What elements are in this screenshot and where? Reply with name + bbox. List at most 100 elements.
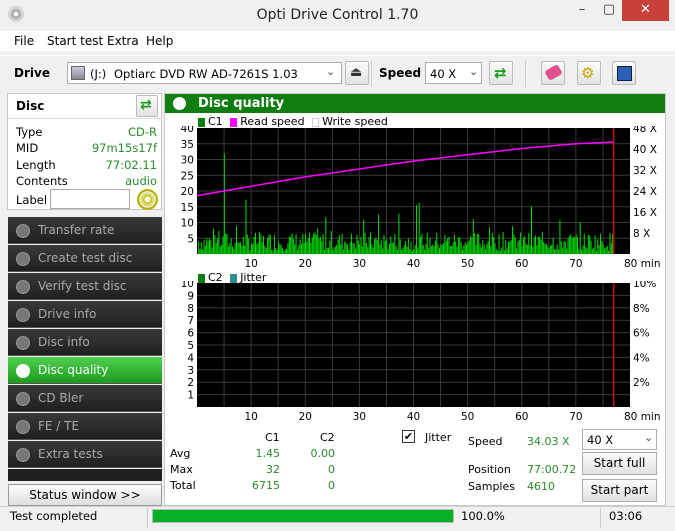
fe-te-icon bbox=[16, 420, 30, 434]
maximize-button[interactable]: ▢ bbox=[602, 2, 616, 17]
eject-button[interactable]: ⏏ bbox=[345, 61, 369, 85]
start-full-button[interactable]: Start full bbox=[582, 452, 657, 475]
refresh-button[interactable]: ⇄ bbox=[489, 61, 513, 85]
position-label: Position bbox=[468, 463, 511, 476]
save-button[interactable] bbox=[612, 61, 636, 85]
disc-type-value: CD-R bbox=[127, 125, 157, 139]
x-tick-label: 40 bbox=[407, 411, 420, 421]
write-speed-swatch bbox=[312, 117, 320, 127]
test-speed-value: 40 X bbox=[587, 433, 614, 447]
disc-label-input[interactable] bbox=[50, 189, 130, 209]
close-button[interactable]: ✕ bbox=[622, 0, 669, 21]
y-right-tick-label: 8 X bbox=[633, 228, 650, 240]
refresh-icon: ⇄ bbox=[494, 64, 507, 82]
erase-button[interactable] bbox=[541, 61, 565, 85]
cd-bler-icon bbox=[16, 392, 30, 406]
drive-label: Drive bbox=[14, 66, 50, 80]
sidebar-item-disc-info[interactable]: Disc info bbox=[8, 329, 162, 356]
sidebar-label: CD Bler bbox=[38, 391, 84, 405]
chevron-down-icon: ⌄ bbox=[326, 65, 336, 78]
sidebar-label: Disc info bbox=[38, 335, 90, 349]
sidebar-label: Disc quality bbox=[38, 363, 109, 377]
y-tick-label: 1 bbox=[187, 390, 194, 402]
y-tick-label: 20 bbox=[181, 186, 194, 198]
menu-start-test[interactable]: Start test bbox=[47, 34, 104, 48]
verify-disc-icon bbox=[16, 280, 30, 294]
sidebar-item-cd-bler[interactable]: CD Bler bbox=[8, 385, 162, 412]
speed-value: 40 X bbox=[430, 67, 457, 81]
x-tick-label: 70 bbox=[569, 258, 582, 270]
c1-chart: 5 10 15 20 25 30 35 40 8 X 16 X 24 X 32 X 40 X 48 X 10… bbox=[181, 126, 661, 270]
stats-avg-key: Avg bbox=[170, 447, 191, 460]
sidebar-label: Transfer rate bbox=[38, 223, 115, 237]
drive-icon bbox=[71, 66, 85, 80]
sidebar-filler bbox=[8, 469, 162, 481]
speed-label: Speed bbox=[379, 66, 422, 80]
app-icon bbox=[8, 6, 24, 22]
samples-label: Samples bbox=[468, 480, 515, 493]
sidebar-label: Drive info bbox=[38, 307, 97, 321]
y-tick-label: 7 bbox=[187, 315, 194, 327]
sidebar-item-transfer-rate[interactable]: Transfer rate bbox=[8, 217, 162, 244]
y-tick-label: 9 bbox=[187, 290, 194, 302]
minimize-button[interactable]: – bbox=[578, 2, 586, 17]
y-right-tick-label: 32 X bbox=[633, 165, 657, 177]
y-right-tick-label: 2% bbox=[633, 377, 650, 389]
progress-fill bbox=[153, 510, 453, 522]
stats-col-c1: C1 bbox=[265, 431, 280, 444]
y-tick-label: 10 bbox=[181, 218, 194, 230]
sidebar-item-create-test-disc[interactable]: Create test disc bbox=[8, 245, 162, 272]
x-tick-label: 80 min bbox=[624, 258, 661, 270]
eraser-icon bbox=[544, 63, 563, 82]
disc-refresh-button[interactable]: ⇄ bbox=[136, 95, 158, 117]
y-tick-label: 4 bbox=[187, 352, 194, 364]
speed-select[interactable]: 40 X ⌄ bbox=[425, 62, 482, 84]
c2-swatch bbox=[198, 273, 205, 283]
jitter-checkbox[interactable]: ✔ bbox=[402, 430, 415, 443]
sidebar-item-extra-tests[interactable]: Extra tests bbox=[8, 441, 162, 468]
floppy-icon bbox=[617, 66, 632, 81]
disc-header: Disc bbox=[16, 99, 45, 113]
legend-c2: C2 bbox=[208, 271, 223, 284]
y-tick-label: 10 bbox=[181, 281, 194, 290]
legend-jitter: Jitter bbox=[240, 271, 267, 284]
status-window-button[interactable]: Status window >> bbox=[8, 484, 162, 506]
sidebar-item-disc-quality[interactable]: Disc quality bbox=[8, 357, 162, 384]
menu-file[interactable]: File bbox=[14, 34, 35, 48]
divider bbox=[8, 118, 161, 119]
disc-info-icon bbox=[16, 336, 30, 350]
y-tick-label: 25 bbox=[181, 170, 194, 182]
menu-extra[interactable]: Extra bbox=[107, 34, 139, 48]
disc-label-icon[interactable] bbox=[137, 189, 158, 210]
sidebar-item-fe-te[interactable]: FE / TE bbox=[8, 413, 162, 440]
stats-total-c2: 0 bbox=[328, 479, 335, 492]
disc-type-key: Type bbox=[16, 125, 43, 139]
drive-info-icon bbox=[16, 308, 30, 322]
sidebar-label: Extra tests bbox=[38, 447, 103, 461]
samples-value: 4610 bbox=[527, 480, 555, 493]
y-tick-label: 2 bbox=[187, 377, 194, 389]
stats-max-c1: 32 bbox=[266, 463, 280, 476]
y-tick-label: 30 bbox=[181, 155, 194, 167]
start-part-button[interactable]: Start part bbox=[582, 479, 657, 502]
y-tick-label: 40 bbox=[181, 126, 194, 135]
menu-help[interactable]: Help bbox=[146, 34, 174, 48]
sidebar-item-verify-test-disc[interactable]: Verify test disc bbox=[8, 273, 162, 300]
y-tick-label: 6 bbox=[187, 328, 194, 340]
stats-avg-c1: 1.45 bbox=[255, 447, 281, 460]
refresh-icon: ⇄ bbox=[140, 97, 152, 113]
x-tick-label: 20 bbox=[299, 411, 312, 421]
y-tick-label: 35 bbox=[181, 139, 194, 151]
x-tick-label: 30 bbox=[353, 411, 366, 421]
settings-button[interactable]: ⚙ bbox=[577, 61, 601, 85]
disc-contents-key: Contents bbox=[16, 174, 68, 188]
drive-select[interactable]: (J:) Optiarc DVD RW AD-7261S 1.03 ⌄ bbox=[67, 62, 342, 84]
sidebar-item-drive-info[interactable]: Drive info bbox=[8, 301, 162, 328]
status-text: Test completed bbox=[10, 509, 98, 523]
y-right-tick-label: 24 X bbox=[633, 186, 657, 198]
test-speed-select[interactable]: 40 X ⌄ bbox=[582, 429, 657, 450]
legend-read-speed: Read speed bbox=[240, 115, 305, 128]
disc-length-value: 77:02.11 bbox=[105, 158, 157, 172]
stats-total-key: Total bbox=[170, 479, 196, 492]
disc-quality-icon bbox=[173, 97, 186, 110]
